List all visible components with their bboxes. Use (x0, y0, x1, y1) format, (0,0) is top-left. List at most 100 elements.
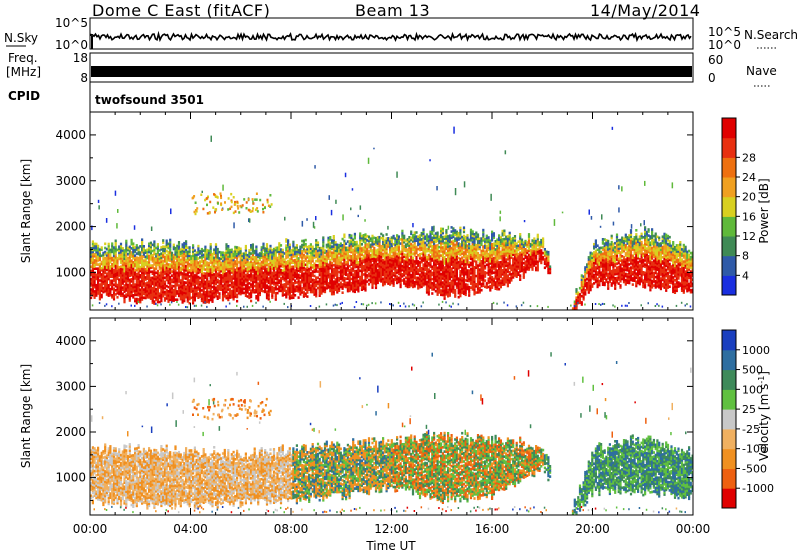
ground-cell (333, 305, 335, 307)
data-cell (315, 239, 317, 242)
data-cell (415, 231, 417, 234)
nave-tick-top: 60 (708, 53, 723, 67)
nsky-label: N.Sky (4, 31, 38, 45)
data-cell (296, 244, 298, 247)
ground-cell (363, 303, 365, 305)
ground-cell (414, 304, 416, 306)
freq-tick-top: 18 (73, 51, 88, 65)
ground-cell (449, 305, 451, 307)
data-cell (132, 242, 134, 245)
data-cell (329, 236, 331, 239)
ground-cell (422, 302, 424, 304)
ground-cell (225, 306, 227, 308)
data-cell (343, 240, 345, 243)
data-cell (431, 226, 433, 229)
ground-cell (206, 306, 208, 308)
ground-cell (92, 304, 94, 306)
ground-cell (389, 303, 391, 305)
ground-cell (204, 301, 206, 303)
data-cell (292, 241, 294, 244)
data-cell (412, 257, 414, 260)
data-cell (305, 239, 307, 242)
data-cell (354, 233, 356, 236)
ground-cell (118, 303, 120, 305)
data-cell (101, 294, 103, 297)
data-cell (204, 246, 206, 249)
data-cell (185, 240, 187, 243)
ground-cell (335, 304, 337, 306)
data-cell (215, 243, 217, 246)
nsky-tick-top: 10^5 (55, 16, 88, 30)
ground-cell (236, 305, 238, 307)
ground-cell (255, 302, 256, 304)
data-cell (342, 291, 344, 294)
ground-cell (287, 306, 289, 308)
data-cell (245, 245, 247, 248)
ground-cell (403, 303, 405, 305)
data-cell (115, 240, 117, 243)
ground-cell (398, 302, 400, 304)
ground-cell (458, 303, 460, 305)
data-cell (176, 298, 178, 301)
data-cell (131, 239, 133, 242)
data-cell (116, 296, 118, 299)
data-cell (459, 227, 461, 230)
ground-cell (366, 305, 368, 307)
nsearch-tick-bottom: 10^0 (708, 38, 741, 52)
data-cell (218, 292, 220, 295)
data-cell (350, 234, 352, 237)
freq-tick-bottom: 8 (80, 71, 88, 85)
ground-cell (243, 306, 245, 308)
data-cell (178, 241, 180, 244)
nsky-line (91, 34, 691, 40)
ground-cell (138, 301, 140, 303)
data-cell (169, 239, 171, 242)
ground-cell (361, 303, 363, 305)
ground-cell (375, 302, 377, 304)
data-cell (252, 243, 254, 246)
ground-cell (421, 305, 423, 307)
ground-cell (99, 302, 101, 304)
ground-cell (319, 306, 321, 308)
data-cell (305, 243, 307, 246)
cpid-label: CPID (8, 89, 40, 103)
nave-tick-bottom: 0 (708, 71, 716, 85)
data-cell (312, 246, 314, 249)
ground-cell (405, 306, 407, 308)
data-cell (410, 231, 412, 234)
power-heatmap (90, 127, 694, 316)
ground-cell (160, 303, 162, 305)
ground-cell (201, 305, 203, 307)
ground-cell (356, 301, 358, 303)
ground-cell (131, 305, 133, 307)
data-cell (111, 242, 113, 245)
data-cell (236, 300, 238, 303)
data-cell (422, 228, 424, 231)
data-cell (143, 245, 145, 248)
ground-cell (196, 305, 198, 307)
data-cell (153, 240, 155, 243)
freq-label-2: [MHz] (6, 65, 41, 79)
data-cell (398, 235, 400, 238)
data-cell (166, 240, 168, 243)
ground-cell (371, 302, 373, 304)
freq-label-1: Freq. (8, 51, 38, 65)
ground-cell (451, 306, 453, 308)
ground-cell (262, 306, 264, 308)
ground-cell (157, 304, 159, 306)
data-cell (250, 300, 252, 303)
ground-cell (408, 305, 410, 307)
ground-cell (169, 304, 171, 306)
data-cell (382, 234, 384, 237)
plot-title: Dome C East (fitACF) (92, 1, 270, 20)
data-cell (294, 294, 296, 297)
data-cell (157, 243, 159, 246)
data-cell (189, 246, 191, 249)
ground-cell (342, 302, 344, 304)
freq-trace (91, 66, 692, 77)
ground-cell (269, 301, 271, 303)
data-cell (368, 283, 370, 286)
data-cell (192, 244, 194, 247)
data-cell (287, 239, 289, 242)
data-cell (463, 226, 465, 229)
